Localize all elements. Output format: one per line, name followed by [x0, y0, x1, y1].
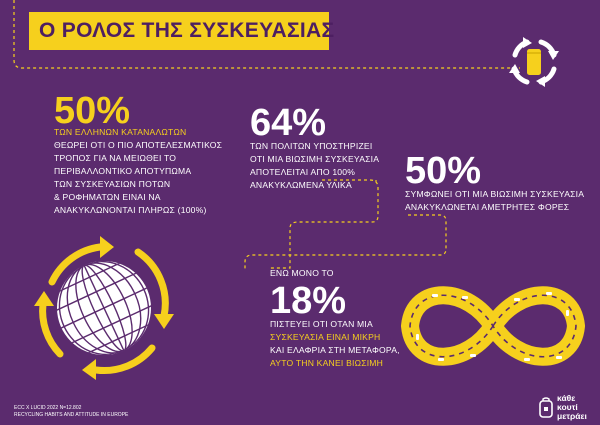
source-line: RECYCLING HABITS AND ATTITUDE IN EUROPE — [14, 412, 129, 418]
stat-2-line: ΑΠΟΤΕΛΕΙΤΑΙ ΑΠΟ 100% — [250, 167, 356, 177]
source-line: ECC X LUCID 2022 N=12.802 — [14, 405, 82, 411]
stat-3-line: ΣΥΜΦΩΝΕΙ ΟΤΙ ΜΙΑ ΒΙΩΣΙΜΗ ΣΥΣΚΕΥΑΣΙΑ — [405, 189, 585, 199]
stat-1-text: ΤΩΝ ΕΛΛΗΝΩΝ ΚΑΤΑΝΑΛΩΤΩΝ ΘΕΩΡΕΙ ΟΤΙ Ο ΠΙΟ… — [54, 126, 222, 217]
source-note: ECC X LUCID 2022 N=12.802 RECYCLING HABI… — [14, 405, 128, 419]
logo-line: κάθε — [557, 393, 576, 403]
stat-2-line: ΑΝΑΚΥΚΛΩΜΕΝΑ ΥΛΙΚΑ — [250, 180, 352, 190]
stat-2-text: ΤΩΝ ΠΟΛΙΤΩΝ ΥΠΟΣΤΗΡΙΖΕΙ ΟΤΙ ΜΙΑ ΒΙΩΣΙΜΗ … — [250, 140, 379, 192]
title-banner: Ο ΡΟΛΟΣ ΤΗΣ ΣΥΣΚΕΥΑΣΙΑΣ — [29, 12, 334, 50]
logo-line: μετράει — [557, 411, 587, 421]
infinity-road-icon — [400, 286, 586, 366]
recycle-can-icon — [509, 37, 559, 87]
page-title: Ο ΡΟΛΟΣ ΤΗΣ ΣΥΣΚΕΥΑΣΙΑΣ — [39, 19, 335, 42]
stat-3-text: ΣΥΜΦΩΝΕΙ ΟΤΙ ΜΙΑ ΒΙΩΣΙΜΗ ΣΥΣΚΕΥΑΣΙΑ ΑΝΑΚ… — [405, 188, 584, 214]
brand-logo: κάθε κουτί μετράει — [538, 394, 587, 421]
stat-2-line: ΟΤΙ ΜΙΑ ΒΙΩΣΙΜΗ ΣΥΣΚΕΥΑΣΙΑ — [250, 154, 380, 164]
stat-1-value: 50% — [54, 90, 131, 132]
stat-1-line: ΤΩΝ ΕΛΛΗΝΩΝ ΚΑΤΑΝΑΛΩΤΩΝ — [54, 127, 187, 137]
stat-1-line: ΠΕΡΙΒΑΛΛΟΝΤΙΚΟ ΑΠΟΤΥΠΩΜΑ — [54, 166, 192, 176]
stat-1-line: ΑΝΑΚΥΚΛΩΝΟΝΤΑΙ ΠΛΗΡΩΣ (100%) — [54, 205, 207, 215]
stat-4-line: ΠΙΣΤΕΥΕΙ ΟΤΙ ΟΤΑΝ ΜΙΑ — [270, 319, 373, 329]
stat-1-line: ΤΡΟΠΟΣ ΓΙΑ ΝΑ ΜΕΙΩΘΕΙ ΤΟ — [54, 153, 177, 163]
stat-4-prefix: ΕΝΩ ΜΟΝΟ ΤΟ — [270, 268, 334, 278]
stat-1-line: & ΡΟΦΗΜΑΤΩΝ ΕΙΝΑΙ ΝΑ — [54, 192, 161, 202]
stat-2-value: 64% — [250, 102, 327, 144]
stat-3-line: ΑΝΑΚΥΚΛΩΝΕΤΑΙ ΑΜΕΤΡΗΤΕΣ ΦΟΡΕΣ — [405, 202, 570, 212]
stat-4-line: ΚΑΙ ΕΛΑΦΡΙΑ ΣΤΗ ΜΕΤΑΦΟΡΑ, — [270, 345, 400, 355]
stat-4-line: ΣΥΣΚΕΥΑΣΙΑ ΕΙΝΑΙ ΜΙΚΡΗ — [270, 332, 381, 342]
stat-2-line: ΤΩΝ ΠΟΛΙΤΩΝ ΥΠΟΣΤΗΡΙΖΕΙ — [250, 141, 373, 151]
stat-4-value: 18% — [270, 280, 347, 322]
stat-1-line: ΤΩΝ ΣΥΣΚΕΥΑΣΙΩΝ ΠΟΤΩΝ — [54, 179, 171, 189]
stat-4-line: ΑΥΤΟ ΤΗΝ ΚΑΝΕΙ ΒΙΩΣΙΜΗ — [270, 358, 384, 368]
globe-recycle-icon — [34, 236, 174, 380]
stat-1-line: ΘΕΩΡΕΙ ΟΤΙ Ο ΠΙΟ ΑΠΟΤΕΛΕΣΜΑΤΙΚΟΣ — [54, 140, 223, 150]
can-logo-icon — [539, 396, 553, 418]
stat-3-value: 50% — [405, 150, 482, 192]
logo-line: κουτί — [557, 402, 578, 412]
stat-4-text: ΠΙΣΤΕΥΕΙ ΟΤΙ ΟΤΑΝ ΜΙΑ ΣΥΣΚΕΥΑΣΙΑ ΕΙΝΑΙ Μ… — [270, 318, 400, 370]
